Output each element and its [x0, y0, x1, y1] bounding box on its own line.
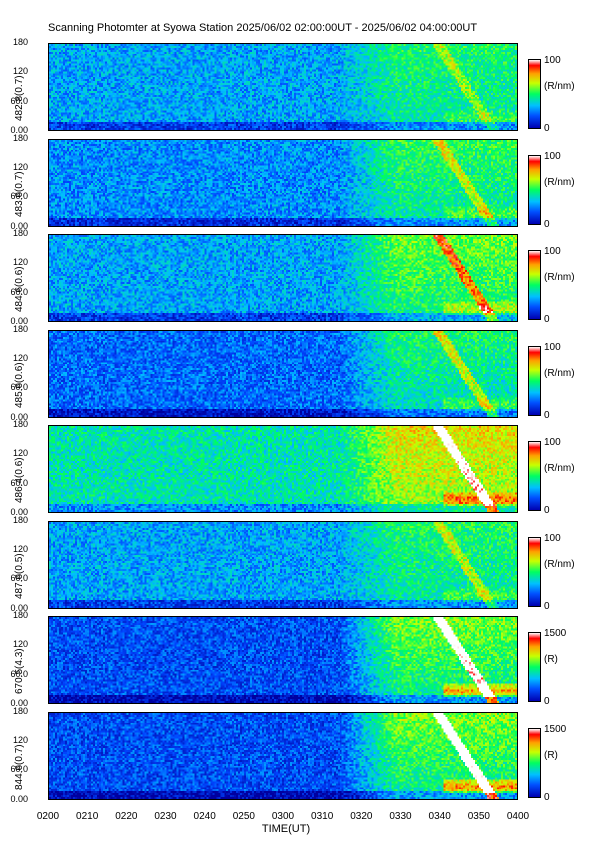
- colorbar-label: (R/nm): [544, 272, 575, 283]
- x-tick-label: 0200: [36, 811, 60, 822]
- colorbar-label: (R/nm): [544, 463, 575, 474]
- colorbar-label: (R/nm): [544, 367, 575, 379]
- colorbar-label: 100: [544, 150, 561, 162]
- y-tick-label: 120: [12, 734, 28, 745]
- x-tick-label: 0350: [467, 811, 490, 822]
- heatmap-image: [49, 44, 517, 130]
- y-tick-label: 180: [12, 610, 28, 620]
- heatmap-image: [49, 712, 517, 799]
- colorbar-label: (R/nm): [544, 558, 575, 570]
- colorbar-label: 1500: [544, 628, 567, 639]
- heatmap-image: [49, 139, 517, 226]
- heatmap-panel: [48, 616, 518, 704]
- heatmap-panel: [48, 329, 518, 418]
- colorbar: [528, 727, 541, 798]
- colorbar-label: 0: [544, 696, 550, 707]
- y-tick-label: 0.00: [10, 411, 28, 422]
- y-tick-label: 60.0: [10, 668, 28, 679]
- y-tick-label: 120: [12, 257, 28, 268]
- colorbar-label: 100: [544, 341, 561, 353]
- colorbar: [528, 441, 541, 511]
- x-tick-label: 0320: [350, 811, 373, 822]
- y-tick-label: 120: [12, 352, 28, 363]
- heatmap-panel: [48, 234, 518, 322]
- heatmap-panel: [48, 138, 518, 227]
- heatmap-image: [49, 617, 517, 703]
- colorbar: [528, 250, 541, 320]
- y-tick-label: 60.0: [10, 477, 28, 488]
- colorbar-label: 100: [544, 55, 561, 66]
- y-tick-label: 0.00: [10, 507, 28, 517]
- x-tick-label: 0310: [311, 811, 334, 822]
- x-tick-label: 0330: [389, 811, 412, 822]
- colorbar-label: 0: [544, 505, 550, 516]
- heatmap-image: [49, 426, 517, 512]
- y-tick-label: 0.00: [10, 316, 28, 326]
- y-tick-label: 0.00: [10, 602, 28, 613]
- y-tick-label: 180: [12, 132, 28, 143]
- y-tick-label: 180: [12, 323, 28, 334]
- heatmap-image: [49, 521, 517, 608]
- y-tick-label: 180: [12, 705, 28, 716]
- x-axis-label: TIME(UT): [261, 823, 311, 835]
- y-tick-label: 60.0: [10, 382, 28, 393]
- y-tick-label: 60.0: [10, 764, 28, 775]
- chart-title: Scanning Photomter at Syowa Station 2025…: [48, 22, 478, 34]
- x-tick-label: 0230: [154, 811, 177, 822]
- colorbar: [528, 536, 541, 607]
- y-tick-label: 0.00: [10, 220, 28, 231]
- y-tick-label: 0.00: [10, 698, 28, 708]
- y-tick-label: 120: [12, 543, 28, 554]
- colorbar-label: 0: [544, 314, 550, 325]
- y-tick-label: 180: [12, 514, 28, 525]
- colorbar: [528, 59, 541, 129]
- x-tick-label: 0220: [115, 811, 138, 822]
- colorbar-label: (R): [544, 654, 558, 665]
- colorbar-label: 0: [544, 791, 550, 803]
- colorbar-label: (R/nm): [544, 81, 575, 92]
- heatmap-panel: [48, 711, 518, 800]
- x-tick-label: 0300: [271, 811, 295, 822]
- y-tick-label: 180: [12, 419, 28, 429]
- colorbar-label: 0: [544, 218, 550, 230]
- colorbar: [528, 154, 541, 225]
- colorbar-label: 0: [544, 123, 550, 134]
- colorbar-label: 0: [544, 600, 550, 612]
- colorbar-label: (R): [544, 749, 558, 761]
- colorbar-label: 1500: [544, 723, 567, 735]
- y-tick-label: 60.0: [10, 573, 28, 584]
- y-tick-label: 120: [12, 161, 28, 172]
- colorbar-label: 100: [544, 437, 561, 448]
- colorbar: [528, 632, 541, 702]
- colorbar: [528, 345, 541, 416]
- x-tick-label: 0210: [76, 811, 99, 822]
- heatmap-image: [49, 330, 517, 417]
- y-tick-label: 180: [12, 228, 28, 238]
- colorbar-label: 0: [544, 409, 550, 421]
- heatmap-panel: [48, 425, 518, 513]
- y-tick-label: 60.0: [10, 191, 28, 202]
- x-tick-label: 0340: [428, 811, 451, 822]
- colorbar-label: 100: [544, 246, 561, 257]
- heatmap-panel: [48, 43, 518, 131]
- x-tick-label: 0240: [193, 811, 216, 822]
- y-tick-label: 60.0: [10, 286, 28, 297]
- y-tick-label: 0.00: [10, 125, 28, 135]
- y-tick-label: 120: [12, 639, 28, 650]
- y-tick-label: 60.0: [10, 95, 28, 106]
- colorbar-label: 100: [544, 532, 561, 544]
- y-tick-label: 0.00: [10, 793, 28, 804]
- colorbar-label: (R/nm): [544, 176, 575, 188]
- x-tick-label: 0400: [506, 811, 530, 822]
- heatmap-panel: [48, 520, 518, 609]
- x-tick-label: 0250: [232, 811, 255, 822]
- y-tick-label: 120: [12, 66, 28, 77]
- y-tick-label: 180: [12, 37, 28, 47]
- y-tick-label: 120: [12, 448, 28, 459]
- heatmap-image: [49, 235, 517, 321]
